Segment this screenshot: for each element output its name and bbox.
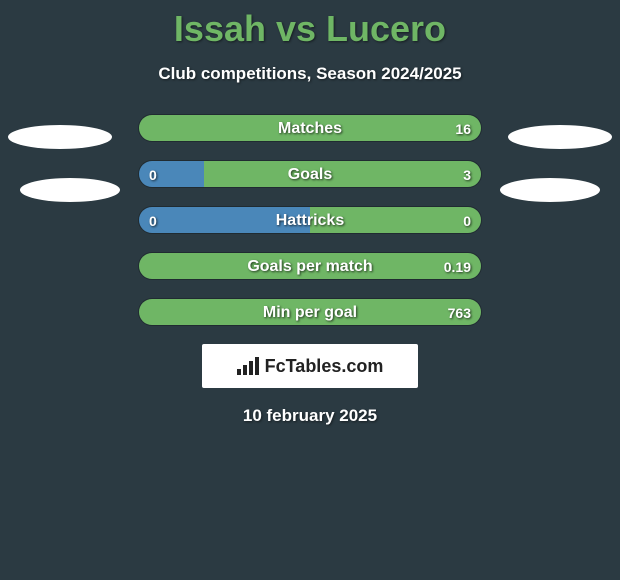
stat-bar-label: Goals: [139, 161, 481, 187]
stat-bar-right-value: 763: [448, 299, 471, 325]
stat-bar-right-value: 0.19: [444, 253, 471, 279]
stat-bar-label: Hattricks: [139, 207, 481, 233]
stat-bar: Goals3 0: [138, 160, 482, 188]
comparison-chart: Matches16Goals30Hattricks00Goals per mat…: [0, 114, 620, 326]
stat-bar-left-value: 0: [149, 161, 157, 187]
subtitle: Club competitions, Season 2024/2025: [0, 64, 620, 84]
stat-bar: Min per goal763: [138, 298, 482, 326]
stat-bar-label: Matches: [139, 115, 481, 141]
logo-text: FcTables.com: [265, 356, 384, 377]
fctables-logo: FcTables.com: [202, 344, 418, 388]
page-title: Issah vs Lucero: [0, 0, 620, 50]
stat-bar-label: Min per goal: [139, 299, 481, 325]
stat-bar-left-value: 0: [149, 207, 157, 233]
report-date: 10 february 2025: [0, 406, 620, 426]
stat-bar-right-value: 0: [463, 207, 471, 233]
stat-bar-right-value: 16: [455, 115, 471, 141]
stat-bar: Hattricks0 0: [138, 206, 482, 234]
stat-bar-label: Goals per match: [139, 253, 481, 279]
stat-bar: Goals per match0.19: [138, 252, 482, 280]
stat-bar: Matches16: [138, 114, 482, 142]
bar-chart-icon: [237, 357, 259, 375]
stat-bar-right-value: 3: [463, 161, 471, 187]
